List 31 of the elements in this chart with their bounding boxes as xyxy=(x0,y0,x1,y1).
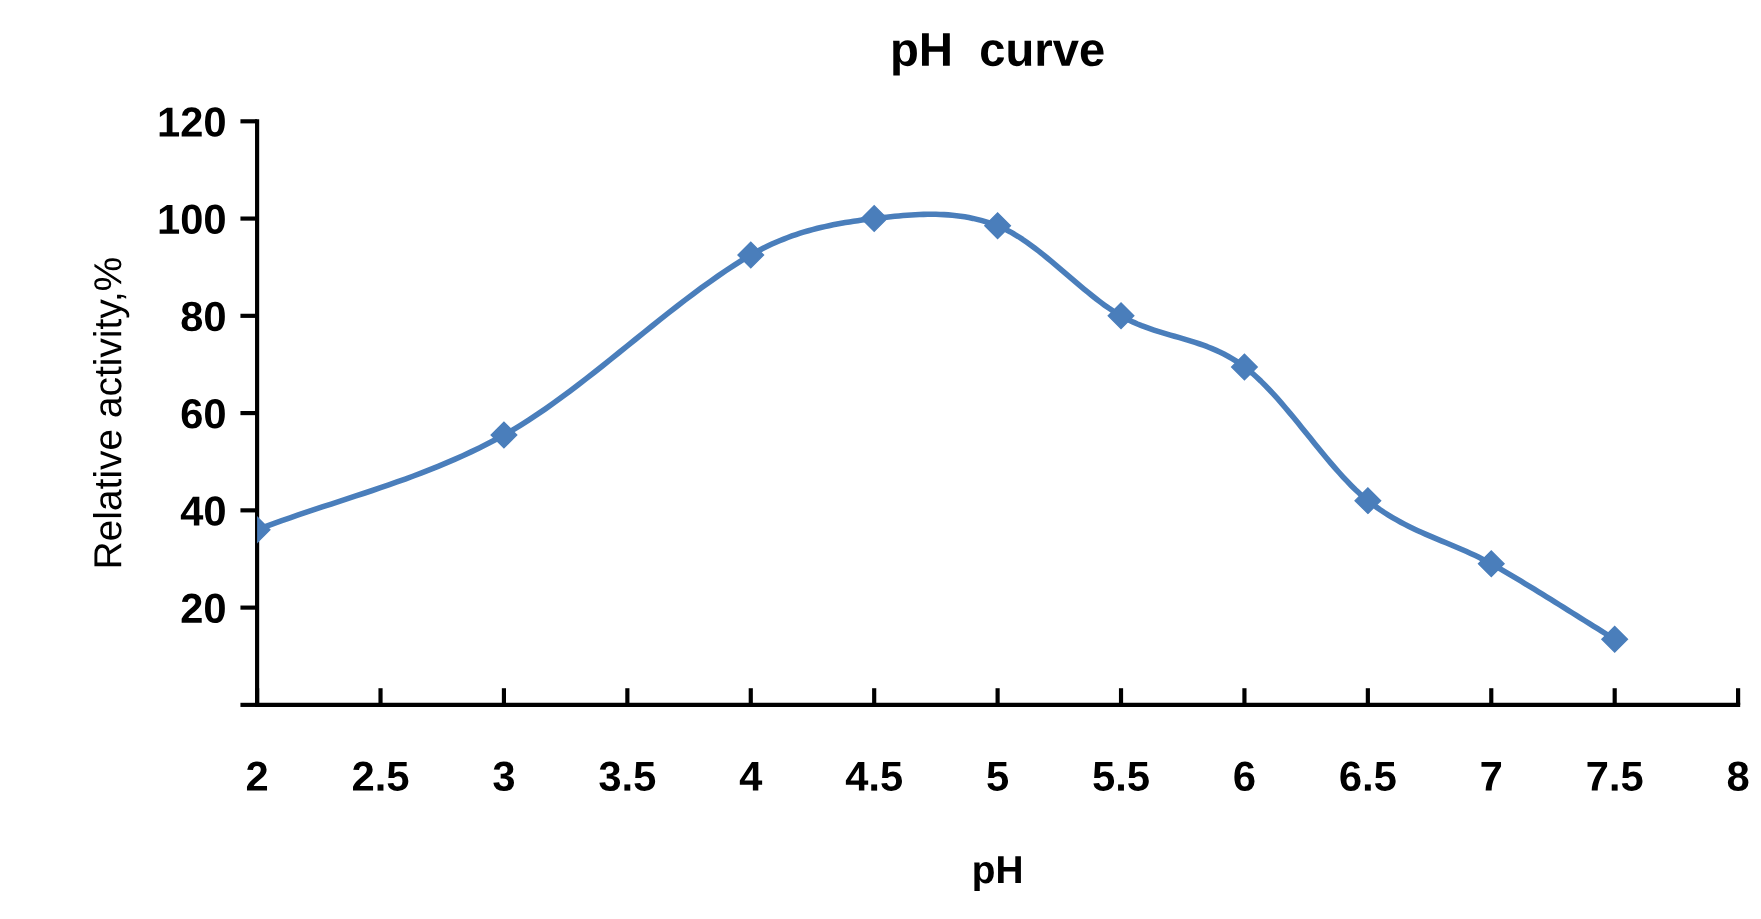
x-tick-label: 6.5 xyxy=(1340,761,1396,792)
x-tick-label: 7 xyxy=(1481,761,1502,791)
point xyxy=(1477,550,1505,578)
point xyxy=(1230,353,1258,381)
x-axis-title: pH xyxy=(974,856,1021,892)
x-tick-label: 4.5 xyxy=(845,761,902,792)
point xyxy=(1354,487,1382,515)
x-tick-label: 4 xyxy=(739,761,763,791)
y-tick-label: 100 xyxy=(159,204,225,235)
x-tick-label: 5 xyxy=(987,761,1009,792)
chart-title: pH curve xyxy=(893,33,1104,76)
x-tick-label: 6 xyxy=(1234,761,1255,792)
point xyxy=(490,421,518,449)
point xyxy=(860,205,888,233)
x-tick-label: 3.5 xyxy=(599,761,656,792)
y-tick-label: 120 xyxy=(159,107,225,137)
x-tick-label: 5.5 xyxy=(1093,761,1149,792)
x-tick-label: 2.5 xyxy=(353,761,409,792)
point xyxy=(737,241,765,269)
point xyxy=(1107,302,1135,330)
point xyxy=(1601,625,1629,653)
point xyxy=(984,212,1012,240)
x-tick-label: 3 xyxy=(493,761,515,792)
y-tick-label: 40 xyxy=(180,496,225,526)
y-axis-title: Relative activity,% xyxy=(93,258,130,567)
y-tick-label: 80 xyxy=(181,301,225,332)
x-tick-label: 2 xyxy=(246,761,268,791)
y-tick-label: 20 xyxy=(181,593,225,624)
x-tick-label: 7.5 xyxy=(1587,761,1643,792)
x-tick-label: 8 xyxy=(1727,761,1749,792)
y-tick-label: 60 xyxy=(181,399,225,429)
